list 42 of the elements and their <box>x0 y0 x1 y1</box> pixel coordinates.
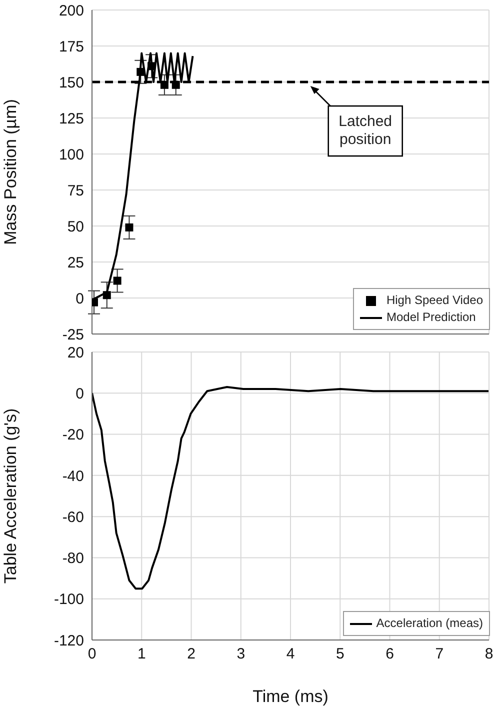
y-tick-label: -40 <box>62 468 84 485</box>
y-tick-label: 20 <box>67 344 84 362</box>
y-axis-title: Mass Position (µm) <box>1 99 20 245</box>
y-tick-label: -20 <box>62 426 84 444</box>
y-tick-label: 100 <box>58 146 84 164</box>
x-tick-label: 6 <box>386 646 394 663</box>
point <box>125 223 134 232</box>
point <box>160 80 168 89</box>
y-tick-label: 0 <box>76 290 84 308</box>
y-tick-label: 25 <box>67 254 84 272</box>
x-tick-label: 3 <box>236 646 246 663</box>
y-tick-label: -25 <box>62 326 84 344</box>
legend-label: Acceleration (meas) <box>376 615 483 632</box>
y-tick-label: -60 <box>62 508 84 526</box>
x-tick-label: 0 <box>88 646 96 663</box>
y-tick-label: -80 <box>62 550 84 568</box>
legend-label: Model Prediction <box>386 309 476 326</box>
line-series <box>92 386 489 590</box>
x-tick-label: 8 <box>484 646 494 663</box>
x-tick-label: 5 <box>336 646 344 663</box>
x-axis-title: Time (ms) <box>252 687 328 706</box>
x-tick-label: 2 <box>187 646 196 663</box>
y-axis-title: Table Acceleration (g's) <box>1 408 20 584</box>
ref-line-label: Latched position <box>338 113 392 148</box>
x-tick-label: 7 <box>435 646 444 663</box>
point <box>102 291 111 300</box>
y-tick-label: 0 <box>76 385 84 402</box>
point <box>172 80 180 89</box>
y-tick-label: 150 <box>58 74 84 92</box>
point <box>136 68 145 76</box>
y-tick-label: 75 <box>67 182 84 200</box>
x-tick-label: 4 <box>286 646 295 663</box>
y-tick-label: 200 <box>58 2 84 20</box>
legend-label: High Speed Video <box>386 292 483 309</box>
y-tick-label: -100 <box>54 591 84 608</box>
y-tick-label: 125 <box>58 110 84 128</box>
point <box>148 62 156 70</box>
y-tick-label: 50 <box>67 218 84 236</box>
x-tick-label: 1 <box>137 646 146 663</box>
y-tick-label: -120 <box>54 632 84 650</box>
point <box>113 276 122 285</box>
y-tick-label: 175 <box>58 38 84 56</box>
